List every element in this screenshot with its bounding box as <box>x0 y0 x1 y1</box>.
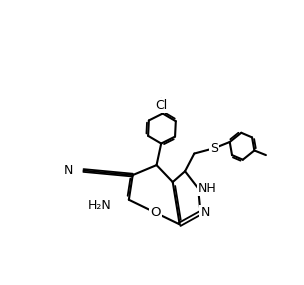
Text: S: S <box>210 142 218 155</box>
Text: N: N <box>63 164 73 177</box>
Text: O: O <box>150 206 161 219</box>
Text: N: N <box>200 206 210 219</box>
Text: H₂N: H₂N <box>88 199 112 212</box>
Text: Cl: Cl <box>155 99 167 112</box>
Text: NH: NH <box>198 182 217 195</box>
